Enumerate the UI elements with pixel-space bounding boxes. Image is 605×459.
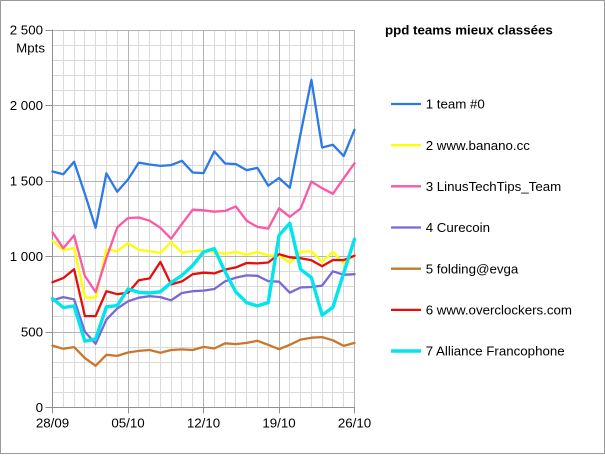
svg-text:500: 500 — [21, 325, 43, 340]
svg-text:1 500: 1 500 — [10, 174, 43, 189]
svg-text:6 www.overclockers.com: 6 www.overclockers.com — [426, 303, 572, 318]
svg-text:26/10: 26/10 — [338, 416, 371, 431]
svg-text:7 Alliance Francophone: 7 Alliance Francophone — [426, 344, 565, 359]
svg-text:05/10: 05/10 — [111, 416, 144, 431]
svg-text:2 500: 2 500 — [10, 23, 43, 38]
svg-text:19/10: 19/10 — [262, 416, 295, 431]
svg-text:1 000: 1 000 — [10, 249, 43, 264]
svg-text:5 folding@evga: 5 folding@evga — [426, 261, 519, 276]
svg-text:2 000: 2 000 — [10, 98, 43, 113]
svg-text:12/10: 12/10 — [187, 416, 220, 431]
svg-text:Mpts: Mpts — [16, 41, 45, 56]
svg-text:1 team #0: 1 team #0 — [426, 97, 485, 112]
svg-text:3 LinusTechTips_Team: 3 LinusTechTips_Team — [426, 179, 562, 194]
svg-text:28/09: 28/09 — [36, 416, 69, 431]
svg-text:2 www.banano.cc: 2 www.banano.cc — [426, 138, 531, 153]
svg-text:0: 0 — [36, 400, 43, 415]
svg-text:ppd teams mieux classées: ppd teams mieux classées — [385, 23, 553, 38]
svg-text:4 Curecoin: 4 Curecoin — [426, 220, 490, 235]
